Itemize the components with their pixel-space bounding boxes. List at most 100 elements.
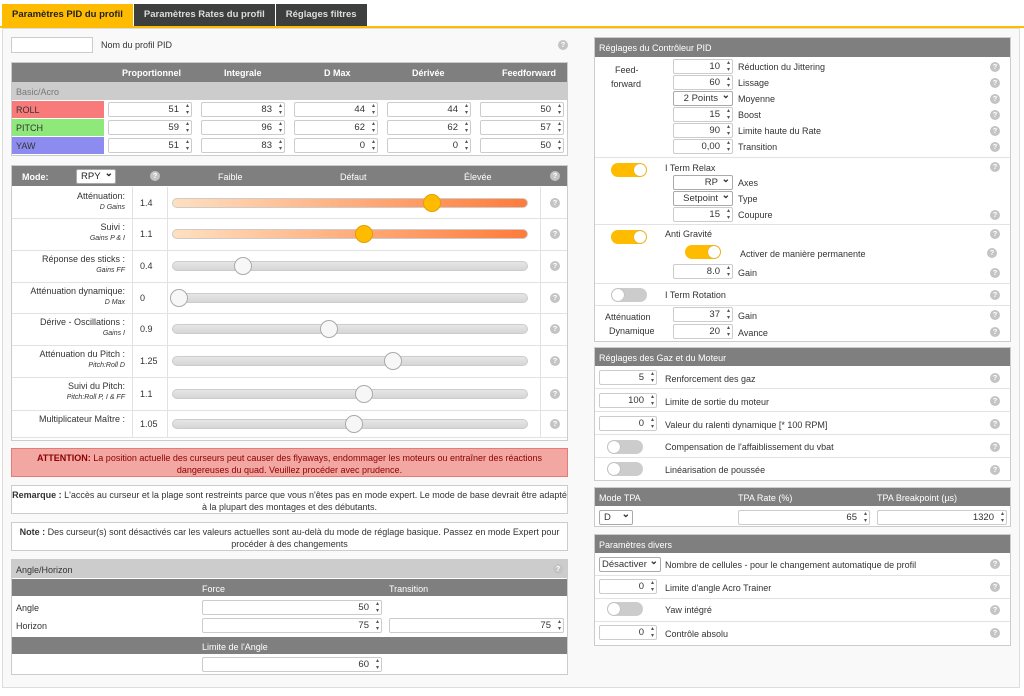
slider-track[interactable] (172, 197, 528, 208)
help-icon[interactable]: ? (550, 229, 560, 239)
help-icon[interactable]: ? (990, 162, 1000, 172)
help-icon[interactable]: ? (990, 62, 1000, 72)
ff-input[interactable]: 60 (673, 75, 733, 90)
anti-gravity-gain-input[interactable]: 8.0 (673, 264, 733, 279)
help-icon[interactable]: ? (990, 210, 1000, 220)
help-icon[interactable]: ? (987, 248, 997, 258)
help-icon[interactable]: ? (550, 324, 560, 334)
anti-gravity-toggle[interactable] (611, 230, 647, 244)
cells-select[interactable]: Désactiver (599, 555, 661, 572)
slider-handle[interactable] (319, 320, 338, 338)
help-icon[interactable]: ? (990, 126, 1000, 136)
help-icon[interactable]: ? (990, 78, 1000, 88)
absolute-control-input[interactable]: 0 (599, 625, 657, 640)
help-icon[interactable]: ? (990, 327, 1000, 337)
horizon-force-input[interactable]: 75 (202, 618, 382, 633)
help-icon[interactable]: ? (990, 419, 1000, 429)
iterm-relax-toggle[interactable] (611, 163, 647, 177)
thrust-linear-toggle[interactable] (607, 462, 643, 476)
iterm-cutoff-input[interactable]: 15 (673, 207, 733, 222)
help-icon[interactable]: ? (990, 582, 1000, 592)
tab-rates-settings[interactable]: Paramètres Rates du profil (133, 4, 275, 26)
throttle-input[interactable]: 0 (599, 416, 657, 431)
pitch-dmax-input[interactable]: 62 (294, 120, 378, 135)
help-icon[interactable]: ? (990, 605, 1000, 615)
throttle-input[interactable]: 5 (599, 370, 657, 385)
roll-p-input[interactable]: 51 (108, 102, 192, 117)
help-icon[interactable]: ? (553, 564, 563, 574)
help-icon[interactable]: ? (990, 465, 1000, 475)
help-icon[interactable]: ? (990, 396, 1000, 406)
help-icon[interactable]: ? (558, 40, 568, 50)
help-icon[interactable]: ? (550, 292, 560, 303)
roll-dmax-input[interactable]: 44 (294, 102, 378, 117)
dyn-advance-input[interactable]: 20 (673, 324, 733, 339)
pitch-d-input[interactable]: 62 (387, 120, 471, 135)
help-icon[interactable]: ? (550, 261, 560, 271)
yaw-ff-input[interactable]: 50 (480, 138, 564, 153)
slider-track[interactable] (172, 261, 528, 271)
help-icon[interactable]: ? (990, 628, 1000, 638)
tpa-mode-select[interactable]: D (599, 508, 633, 525)
help-icon[interactable]: ? (990, 94, 1000, 104)
integrated-yaw-toggle[interactable] (607, 602, 643, 616)
ff-input[interactable]: 15 (673, 107, 733, 122)
help-icon[interactable]: ? (550, 171, 560, 181)
iterm-type-select[interactable]: Setpoint (673, 189, 733, 206)
help-icon[interactable]: ? (990, 142, 1000, 152)
anti-gravity-permanent-toggle[interactable] (685, 245, 721, 259)
help-icon[interactable]: ? (990, 229, 1000, 239)
throttle-input[interactable]: 100 (599, 393, 657, 408)
angle-limit-input[interactable]: 60 (202, 657, 382, 672)
slider-track[interactable] (172, 388, 528, 399)
slider-track[interactable] (172, 324, 528, 334)
yaw-p-input[interactable]: 51 (108, 138, 192, 153)
help-icon[interactable]: ? (550, 356, 560, 366)
slider-track[interactable] (172, 356, 528, 366)
yaw-dmax-input[interactable]: 0 (294, 138, 378, 153)
ff-averaging-select[interactable]: 2 Points (673, 89, 733, 106)
slider-track[interactable] (172, 229, 528, 239)
ff-input[interactable]: 10 (673, 59, 733, 74)
help-icon[interactable]: ? (990, 268, 1000, 278)
help-icon[interactable]: ? (990, 442, 1000, 452)
tab-pid-settings[interactable]: Paramètres PID du profil (2, 4, 133, 26)
pitch-i-input[interactable]: 96 (201, 120, 285, 135)
profile-name-input[interactable] (11, 37, 93, 53)
ff-input[interactable]: 90 (673, 123, 733, 138)
horizon-transition-input[interactable]: 75 (389, 618, 564, 633)
tab-filter-settings[interactable]: Réglages filtres (275, 4, 367, 26)
dyn-gain-input[interactable]: 37 (673, 307, 733, 322)
help-icon[interactable]: ? (550, 197, 560, 208)
help-icon[interactable]: ? (990, 559, 1000, 569)
help-icon[interactable]: ? (990, 373, 1000, 383)
help-icon[interactable]: ? (990, 290, 1000, 300)
help-icon[interactable]: ? (990, 310, 1000, 320)
pitch-ff-input[interactable]: 57 (480, 120, 564, 135)
ff-input[interactable]: 0,00 (673, 139, 733, 154)
slider-handle[interactable] (170, 288, 189, 307)
vbat-compensation-toggle[interactable] (607, 440, 643, 454)
slider-handle[interactable] (234, 257, 253, 275)
help-icon[interactable]: ? (990, 110, 1000, 120)
angle-force-input[interactable]: 50 (202, 600, 382, 615)
acro-trainer-input[interactable]: 0 (599, 579, 657, 594)
yaw-d-input[interactable]: 0 (387, 138, 471, 153)
help-icon[interactable]: ? (150, 171, 160, 181)
slider-handle[interactable] (383, 352, 402, 370)
slider-track[interactable] (172, 292, 528, 303)
slider-handle[interactable] (355, 384, 374, 403)
help-icon[interactable]: ? (550, 388, 560, 399)
iterm-axes-select[interactable]: RP (673, 173, 733, 190)
yaw-i-input[interactable]: 83 (201, 138, 285, 153)
slider-handle[interactable] (344, 414, 363, 433)
tpa-rate-input[interactable]: 65 (738, 510, 870, 525)
mode-select[interactable]: RPY (76, 167, 116, 184)
roll-d-input[interactable]: 44 (387, 102, 471, 117)
slider-handle[interactable] (422, 193, 441, 212)
iterm-rotation-toggle[interactable] (611, 288, 647, 302)
pitch-p-input[interactable]: 59 (108, 120, 192, 135)
slider-handle[interactable] (355, 225, 374, 243)
roll-ff-input[interactable]: 50 (480, 102, 564, 117)
roll-i-input[interactable]: 83 (201, 102, 285, 117)
